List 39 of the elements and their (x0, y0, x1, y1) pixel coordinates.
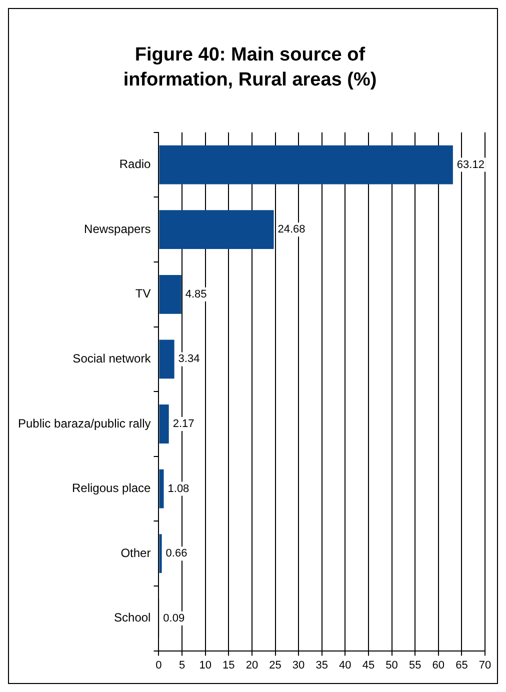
data-label: 24.68 (278, 224, 306, 236)
bar (159, 404, 169, 444)
y-tick-label: TV (135, 286, 151, 301)
y-tick-label: Other (120, 546, 151, 560)
x-tick-label: 5 (178, 659, 186, 672)
chart-title: Figure 40: Main source of information, Rural areas (%) (123, 44, 377, 90)
y-tick-label: School (114, 610, 151, 625)
x-tick-label: 10 (199, 659, 212, 672)
x-tick-label: 0 (156, 659, 162, 672)
data-label: 0.66 (166, 548, 188, 560)
x-tick-label: 60 (432, 659, 445, 672)
bar (159, 469, 164, 508)
x-tick-label: 65 (456, 659, 468, 672)
x-tick-label: 50 (386, 659, 398, 672)
y-tick-label: Public baraza/public rally (18, 416, 151, 430)
x-tick-label: 70 (478, 659, 492, 672)
x-tick-label: 55 (408, 659, 422, 672)
bar (159, 145, 453, 184)
x-tick-label: 40 (339, 659, 352, 672)
x-tick-label: 45 (362, 659, 375, 672)
y-tick-label: Radio (119, 157, 152, 172)
data-label: 1.08 (168, 482, 190, 495)
bar (159, 210, 274, 250)
x-tick-label: 35 (316, 659, 328, 672)
bar (159, 534, 162, 574)
bar (159, 340, 174, 379)
bar (159, 274, 182, 314)
data-label: 3.34 (178, 353, 200, 366)
data-label: 63.12 (456, 158, 484, 171)
data-label: 2.17 (172, 418, 194, 430)
x-tick-label: 30 (292, 659, 305, 672)
y-tick-label: Religous place (72, 481, 152, 496)
x-tick-label: 15 (222, 659, 235, 672)
data-label: 0.09 (163, 612, 185, 624)
y-tick-label: Newspapers (84, 222, 151, 236)
x-tick-label: 25 (269, 659, 282, 672)
data-label: 4.85 (185, 288, 207, 300)
x-tick-label: 20 (246, 659, 258, 672)
y-tick-label: Social network (72, 352, 152, 366)
